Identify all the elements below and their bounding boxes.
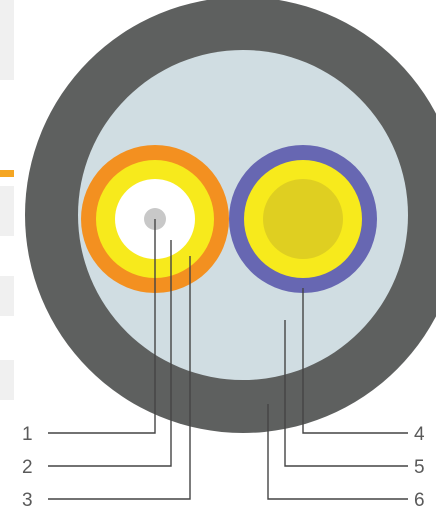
leader-line-1 xyxy=(48,219,156,434)
callout-label-3: 3 xyxy=(22,490,33,511)
background-strip xyxy=(0,186,14,236)
leader-line-5 xyxy=(284,320,408,467)
left-leader-lines xyxy=(48,219,191,500)
background-strip xyxy=(0,276,14,316)
callout-label-2: 2 xyxy=(22,457,33,478)
fiber-2-core xyxy=(263,179,343,259)
background-strip xyxy=(0,0,14,80)
accent-tab xyxy=(0,170,14,177)
leader-line-4 xyxy=(302,288,408,434)
callout-label-6: 6 xyxy=(414,490,425,511)
callout-label-4: 4 xyxy=(414,424,425,445)
fiber-2 xyxy=(229,145,377,293)
background-strip xyxy=(0,360,14,400)
leader-line-3 xyxy=(48,256,191,500)
leader-line-2 xyxy=(48,240,172,467)
leader-line-6 xyxy=(267,404,408,500)
left-background-strips xyxy=(0,0,14,400)
callout-labels: 1 2 3 4 5 6 xyxy=(22,424,425,511)
right-leader-lines xyxy=(267,288,408,500)
callout-label-5: 5 xyxy=(414,457,425,478)
callout-label-1: 1 xyxy=(22,424,33,445)
